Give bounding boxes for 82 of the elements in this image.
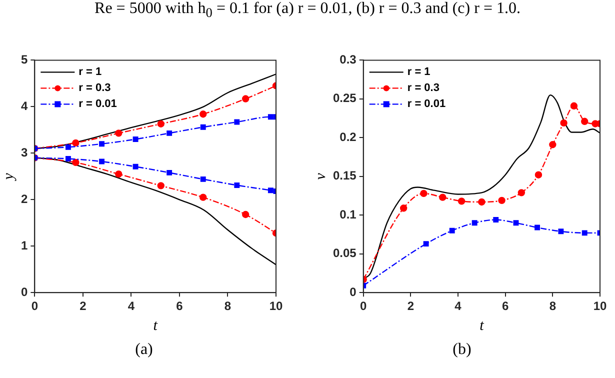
point	[423, 241, 429, 247]
x-tick-label: 10	[269, 299, 283, 314]
point	[439, 194, 446, 201]
y-axis-title: v	[312, 172, 329, 180]
point	[513, 220, 519, 226]
x-tick-label: 0	[31, 299, 38, 314]
x-tick-label: 8	[549, 299, 556, 314]
point	[200, 194, 207, 201]
point	[200, 110, 207, 118]
point	[132, 136, 138, 142]
point	[581, 118, 588, 125]
x-tick-label: 4	[128, 299, 135, 314]
x-axis-title: t	[480, 318, 485, 334]
point	[234, 119, 240, 125]
point	[72, 139, 80, 147]
point	[242, 210, 250, 218]
x-tick-label: 4	[454, 299, 462, 314]
y-tick-label: 0.1	[340, 207, 357, 222]
point	[157, 120, 164, 128]
legend-label: r = 1	[407, 66, 430, 78]
point	[234, 182, 240, 188]
x-tick-label: 6	[176, 299, 184, 314]
text: (a)	[134, 341, 154, 359]
x-tick-label: 6	[502, 299, 509, 314]
x-tick-label: 0	[360, 299, 368, 314]
legend-label: r = 0.01	[407, 98, 446, 110]
point	[65, 156, 71, 162]
legend-label: r = 0.3	[78, 82, 111, 94]
y-tick-label: 3	[20, 145, 28, 160]
y-tick-label: 0.05	[332, 246, 357, 260]
y-tick-label: 2	[20, 192, 28, 206]
point	[458, 198, 466, 205]
x-axis-title: t	[153, 318, 158, 334]
y-tick-label: 5	[20, 52, 28, 67]
point	[157, 182, 164, 190]
point	[242, 95, 250, 102]
point	[518, 189, 526, 196]
point	[115, 170, 122, 178]
legend-label: r = 1	[78, 66, 102, 78]
point	[558, 228, 564, 234]
point	[166, 130, 172, 136]
legend-label: r = 0.01	[78, 98, 117, 110]
point	[200, 124, 206, 130]
point	[534, 224, 540, 230]
point	[449, 228, 455, 234]
point	[115, 130, 122, 137]
point	[549, 141, 556, 148]
point	[166, 170, 172, 176]
point	[582, 230, 588, 236]
x-tick-label: 2	[407, 299, 414, 314]
point	[268, 188, 274, 194]
y-tick-label: 0.25	[332, 91, 357, 106]
point	[570, 102, 578, 110]
y-tick-label: 0	[20, 284, 28, 299]
point	[478, 198, 486, 206]
y-tick-label: 0.15	[332, 168, 357, 183]
x-tick-label: 10	[593, 299, 607, 314]
point	[72, 158, 80, 166]
point	[560, 119, 568, 127]
chart-title: Re = 5000 with h$_{0}$ = 0.1 for (a) r = 0.01, (b) r = 0.3 and (c) r = 1.0.	[94, 0, 522, 22]
point	[99, 158, 104, 164]
point	[498, 196, 506, 204]
point	[400, 204, 408, 212]
point	[534, 171, 542, 178]
point	[472, 220, 478, 226]
y-tick-label: 0	[350, 284, 357, 299]
x-tick-label: 8	[224, 299, 232, 314]
x-tick-label: 2	[80, 299, 87, 314]
y-tick-label: 0.2	[340, 130, 357, 144]
y-tick-label: 1	[20, 238, 28, 252]
point	[132, 164, 138, 170]
point	[99, 141, 104, 147]
legend-label: r = 0.3	[407, 82, 440, 94]
point	[65, 144, 71, 150]
point	[420, 190, 428, 198]
y-tick-label: 0.3	[340, 52, 357, 67]
y-tick-label: 4	[20, 98, 28, 113]
point	[268, 114, 274, 120]
point	[493, 217, 499, 223]
point	[200, 176, 206, 182]
y-axis-title: y	[0, 172, 17, 182]
text: (b)	[452, 341, 472, 359]
